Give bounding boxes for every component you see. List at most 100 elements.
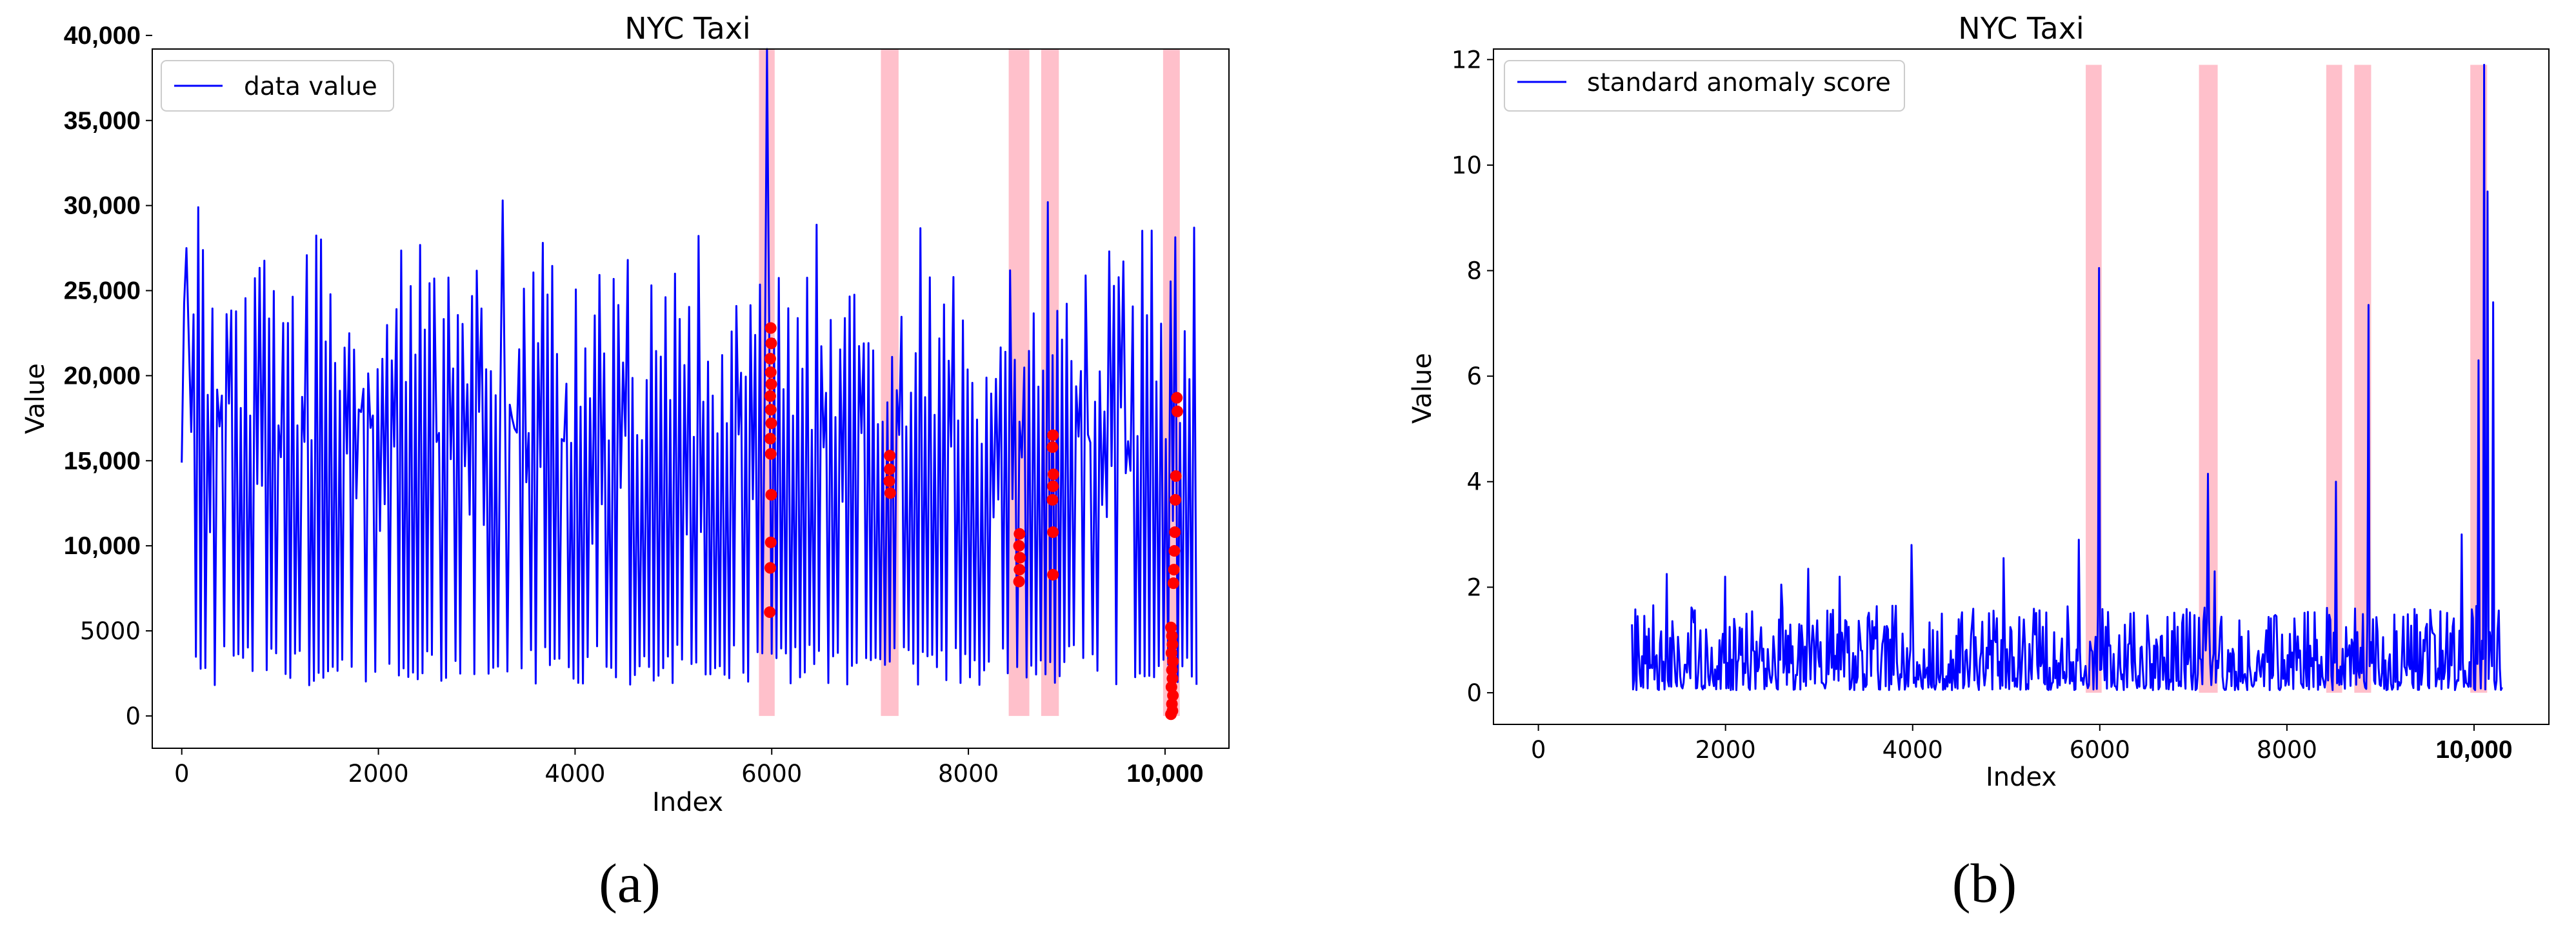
anomaly-point <box>1013 528 1026 540</box>
y-tick-label: 8 <box>1466 257 1482 285</box>
panel-b-axes-frame <box>1493 48 2550 725</box>
anomaly-point <box>884 450 896 462</box>
anomaly-point <box>764 353 776 365</box>
panel-a-legend-box <box>161 60 394 112</box>
panel-a-series <box>181 48 1198 686</box>
panel-a-legend: data value <box>161 60 394 112</box>
panel-a-xlabel: Index <box>652 788 723 817</box>
panel-a: NYC Taxi 0 2000 4000 6000 8000 10,000 0 5000 10… <box>21 11 1230 817</box>
anomaly-point <box>1171 405 1183 417</box>
panel-a-axes-frame <box>152 48 1230 749</box>
anomaly-point <box>764 404 777 416</box>
panel-b-y-axis: 0 2 4 6 8 10 12 <box>1452 46 1493 707</box>
panel-b-title: NYC Taxi <box>1958 11 2084 46</box>
panel-a-title: NYC Taxi <box>624 11 750 46</box>
x-tick-label: 8000 <box>2257 736 2317 764</box>
y-tick-label: 20,000 <box>64 362 141 390</box>
panel-b-legend: standard anomaly score <box>1504 60 1905 112</box>
x-tick-label: 10,000 <box>2435 736 2512 764</box>
panel-a-legend-label: data value <box>244 72 377 101</box>
series-line-data-value <box>181 48 1198 686</box>
x-tick-label: 2000 <box>348 760 408 788</box>
x-tick-label: 8000 <box>938 760 999 788</box>
anomaly-point <box>765 489 777 501</box>
x-tick-label: 4000 <box>544 760 605 788</box>
anomaly-point <box>1166 672 1179 684</box>
anomaly-point <box>1168 545 1181 557</box>
y-tick-label: 40,000 <box>64 22 141 50</box>
panel-b-x-axis: 0 2000 4000 6000 8000 10,000 <box>1531 724 2513 764</box>
anomaly-point <box>1166 639 1179 651</box>
panel-b-legend-label: standard anomaly score <box>1587 68 1891 97</box>
anomaly-point <box>1046 441 1059 453</box>
anomaly-point <box>1014 552 1026 564</box>
anomaly-point <box>765 337 777 350</box>
panel-b-anomaly-bands <box>2086 65 2488 693</box>
panel-a-ylabel: Value <box>21 363 50 434</box>
y-tick-label: 5000 <box>80 617 141 645</box>
anomaly-point <box>764 322 777 334</box>
anomaly-point <box>1167 690 1179 702</box>
anomaly-point <box>1169 526 1181 539</box>
y-tick-label: 12 <box>1452 46 1482 74</box>
series-line-standard-anomaly-score <box>1631 64 2503 691</box>
anomaly-point <box>1166 630 1178 642</box>
anomaly-point <box>883 475 895 487</box>
panel-b-xlabel: Index <box>1986 762 2057 792</box>
anomaly-point <box>765 417 777 430</box>
anomaly-point <box>1165 708 1177 721</box>
y-tick-label: 2 <box>1466 573 1482 601</box>
panel-b-series <box>1631 64 2503 691</box>
anomaly-point <box>1013 575 1025 588</box>
anomaly-point <box>1165 621 1177 633</box>
anomaly-point <box>1167 655 1179 668</box>
anomaly-point <box>1013 564 1026 576</box>
anomaly-point <box>1166 664 1178 676</box>
y-tick-label: 15,000 <box>64 447 141 475</box>
y-tick-label: 0 <box>1466 679 1482 707</box>
anomaly-point <box>1170 470 1182 482</box>
anomaly-point <box>764 390 776 403</box>
y-tick-label: 0 <box>125 702 141 730</box>
panel-a-x-axis: 0 2000 4000 6000 8000 10,000 <box>174 748 1204 788</box>
y-tick-label: 35,000 <box>64 107 141 135</box>
x-tick-label: 4000 <box>1882 736 1943 764</box>
y-tick-label: 10,000 <box>64 532 141 560</box>
x-tick-label: 0 <box>1531 736 1546 764</box>
anomaly-point <box>764 366 777 379</box>
panel-a-y-axis: 0 5000 10,000 15,000 20,000 25,000 30,000 35,00… <box>64 22 152 730</box>
panel-b: NYC Taxi 0 2000 4000 6000 8000 10,000 0 2 4 6 8 10… <box>1408 11 2550 792</box>
anomaly-point <box>765 378 777 390</box>
y-tick-label: 10 <box>1452 152 1482 179</box>
anomaly-point <box>1047 480 1059 492</box>
x-tick-label: 2000 <box>1695 736 1756 764</box>
anomaly-point <box>1169 493 1181 506</box>
anomaly-point <box>1046 493 1059 506</box>
panel-a-anomaly-points <box>764 322 1183 721</box>
anomaly-point <box>764 562 776 574</box>
anomaly-point <box>764 448 777 460</box>
anomaly-point <box>1047 568 1059 581</box>
anomaly-point <box>1168 564 1180 576</box>
anomaly-band <box>2326 65 2342 693</box>
y-tick-label: 6 <box>1466 363 1482 390</box>
anomaly-point <box>1047 429 1059 441</box>
subfigure-label-a: (a) <box>599 852 660 914</box>
anomaly-point <box>1047 526 1059 539</box>
panel-b-ylabel: Value <box>1408 353 1437 424</box>
anomaly-point <box>884 463 896 475</box>
x-tick-label: 10,000 <box>1126 760 1203 788</box>
x-tick-label: 0 <box>174 760 190 788</box>
anomaly-point <box>1167 577 1179 590</box>
anomaly-point <box>1013 540 1025 552</box>
anomaly-point <box>764 432 776 444</box>
y-tick-label: 25,000 <box>64 277 141 305</box>
x-tick-label: 6000 <box>741 760 802 788</box>
anomaly-point <box>764 606 776 619</box>
subfigure-label-b: (b) <box>1952 852 2017 914</box>
anomaly-point <box>884 487 896 499</box>
x-tick-label: 6000 <box>2070 736 2130 764</box>
y-tick-label: 30,000 <box>64 192 141 220</box>
anomaly-point <box>1047 468 1059 481</box>
